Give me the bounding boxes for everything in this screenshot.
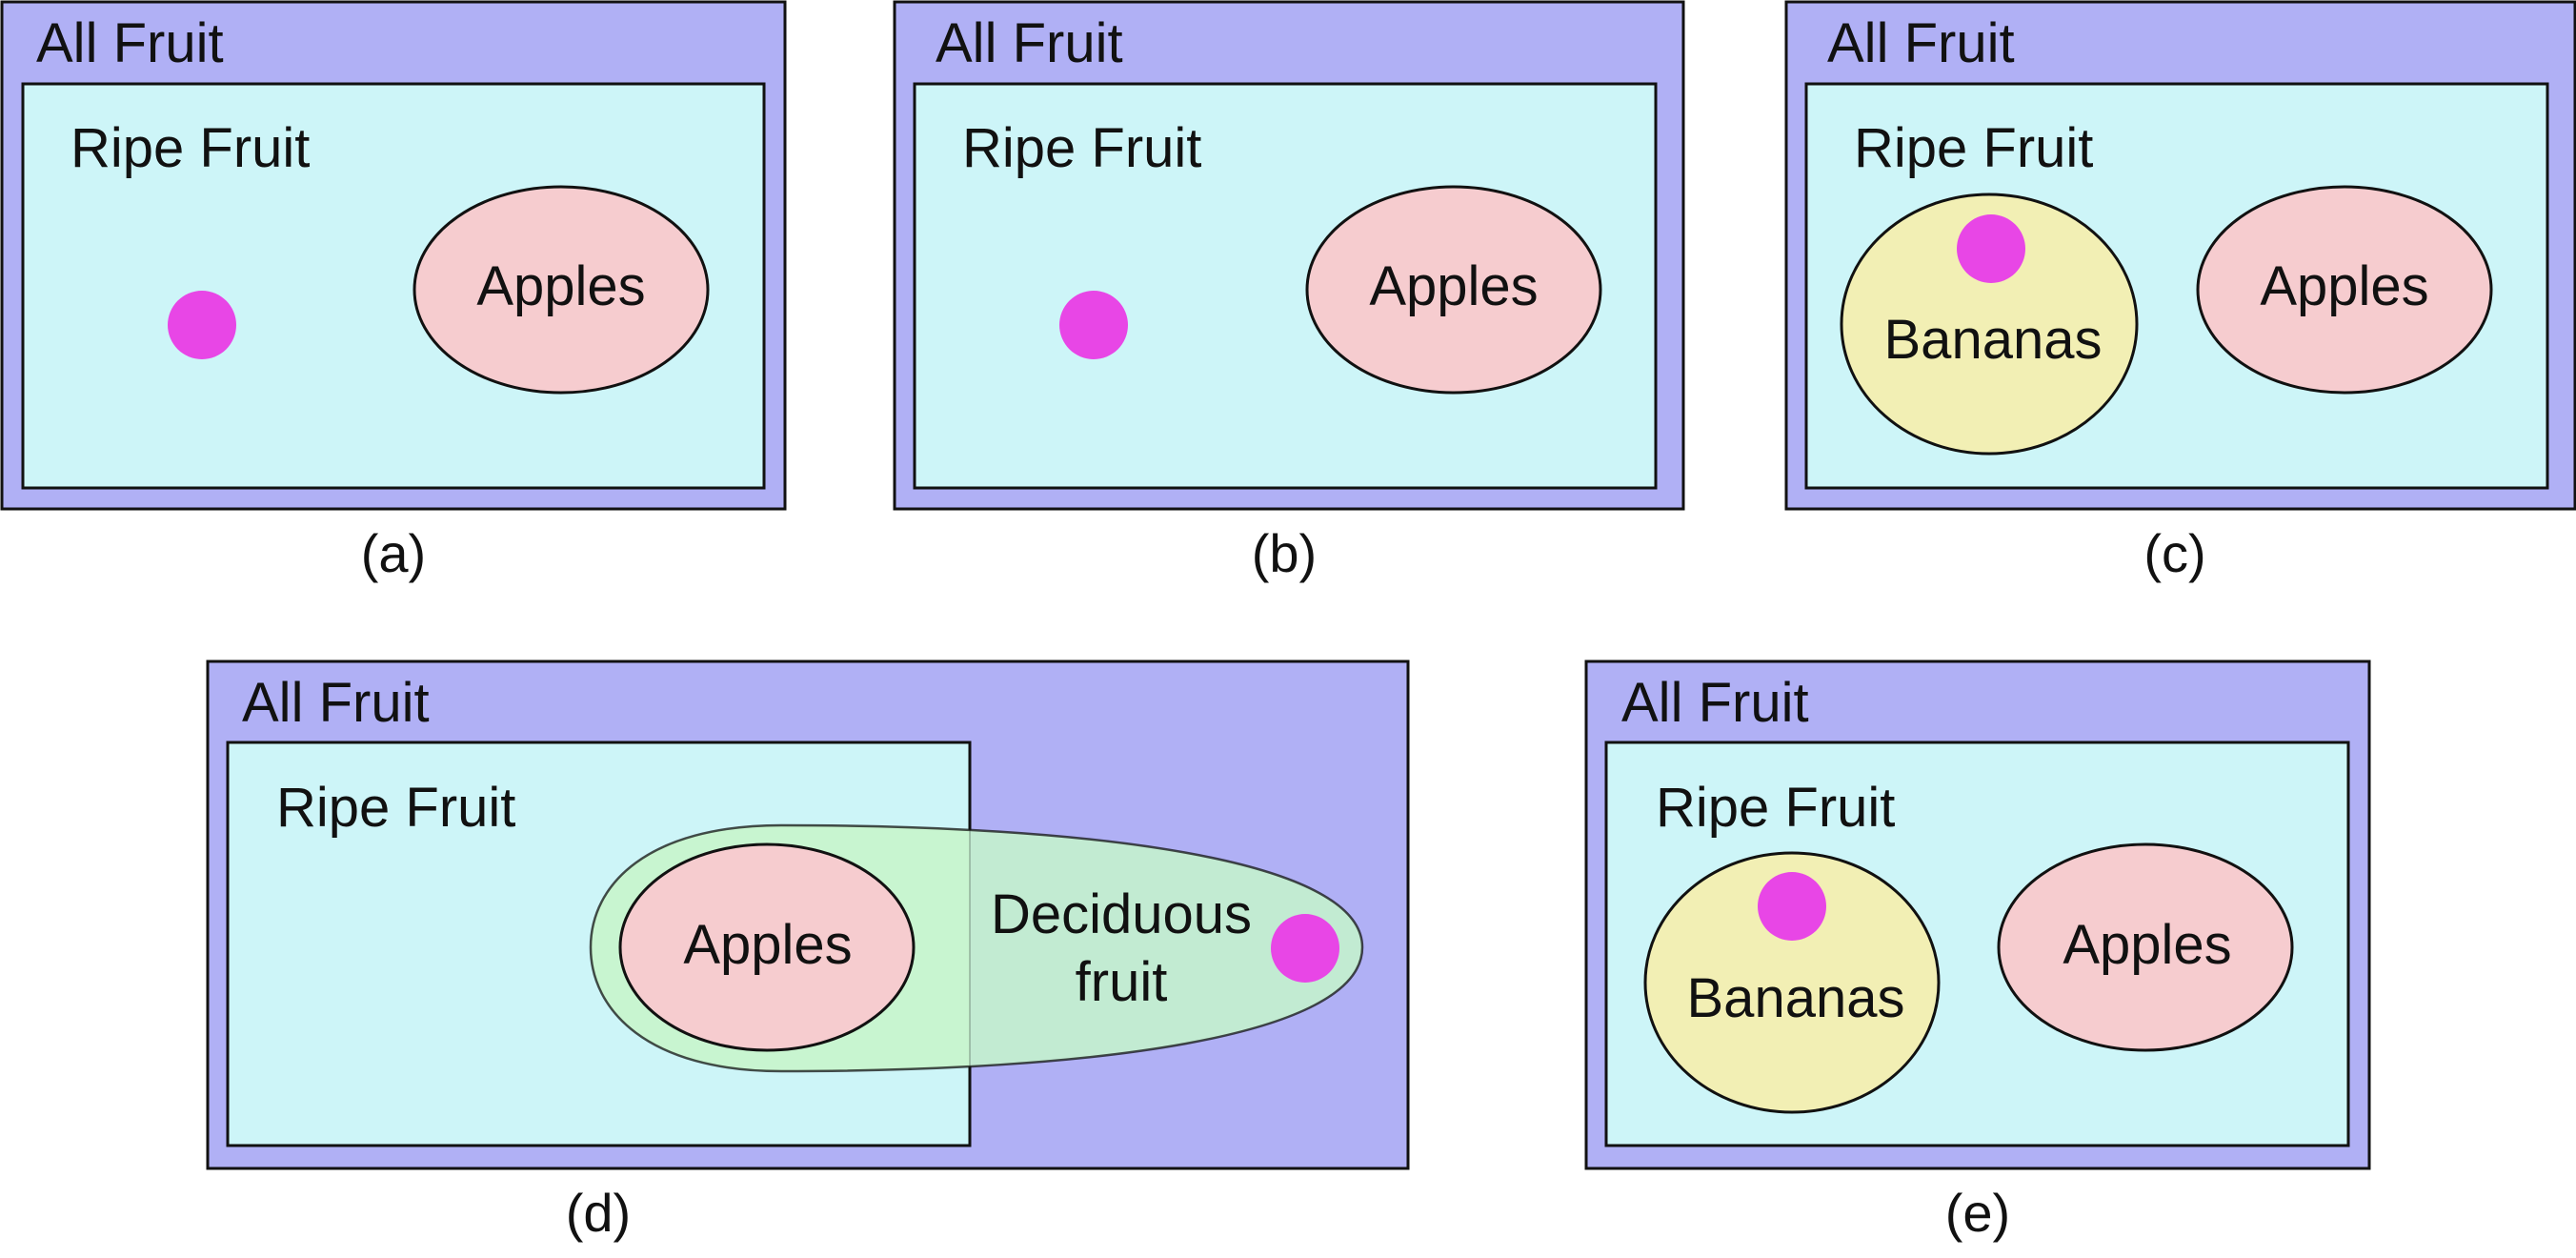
deciduous-fruit-label-line2: fruit — [1076, 951, 1168, 1013]
bananas-label: Bananas — [1687, 967, 1905, 1029]
apples-set — [413, 185, 710, 395]
all-fruit-label: All Fruit — [936, 12, 1123, 74]
ripe-fruit-label: Ripe Fruit — [1656, 777, 1895, 839]
apples-set — [618, 842, 916, 1052]
all-fruit-label: All Fruit — [1827, 12, 2015, 74]
all-fruit-label: All Fruit — [242, 672, 430, 734]
bananas-set — [1643, 851, 1941, 1114]
bananas-label: Bananas — [1884, 309, 2103, 371]
panel-caption: (a) — [361, 523, 426, 583]
panel-caption: (e) — [1945, 1183, 2010, 1243]
element-dot — [1059, 291, 1128, 359]
ripe-fruit-label: Ripe Fruit — [1854, 117, 2093, 179]
apples-label: Apples — [1369, 255, 1538, 317]
deciduous-fruit-label-line1: Deciduous — [991, 883, 1252, 945]
apples-label: Apples — [683, 914, 852, 976]
ripe-fruit-label: Ripe Fruit — [70, 117, 310, 179]
panel-caption: (d) — [566, 1183, 631, 1243]
deciduous-fruit-outline — [589, 823, 1364, 1073]
panel-c: All Fruit Ripe Fruit Bananas Apples (c) — [1784, 0, 2576, 583]
ripe-fruit-label: Ripe Fruit — [276, 777, 515, 839]
all-fruit-label: All Fruit — [36, 12, 224, 74]
apples-set — [2196, 185, 2493, 395]
apples-set — [1305, 185, 1602, 395]
element-dot — [1758, 872, 1826, 941]
all-fruit-label: All Fruit — [1621, 672, 1809, 734]
panel-d: All Fruit Ripe Fruit Apples Deciduous fr… — [206, 659, 1410, 1243]
panel-caption: (c) — [2143, 523, 2205, 583]
element-dot — [1271, 914, 1339, 983]
panel-a: All Fruit Ripe Fruit Apples (a) — [0, 0, 787, 583]
bananas-set — [1840, 193, 2139, 456]
panel-e: All Fruit Ripe Fruit Bananas Apples (e) — [1584, 659, 2371, 1243]
element-dot — [1957, 214, 2025, 283]
element-dot — [168, 291, 236, 359]
apples-label: Apples — [476, 255, 645, 317]
panel-b: All Fruit Ripe Fruit Apples (b) — [893, 0, 1685, 583]
apples-label: Apples — [2063, 914, 2231, 976]
ripe-fruit-label: Ripe Fruit — [962, 117, 1201, 179]
apples-set — [1997, 842, 2294, 1052]
apples-label: Apples — [2260, 255, 2428, 317]
panel-caption: (b) — [1252, 523, 1317, 583]
